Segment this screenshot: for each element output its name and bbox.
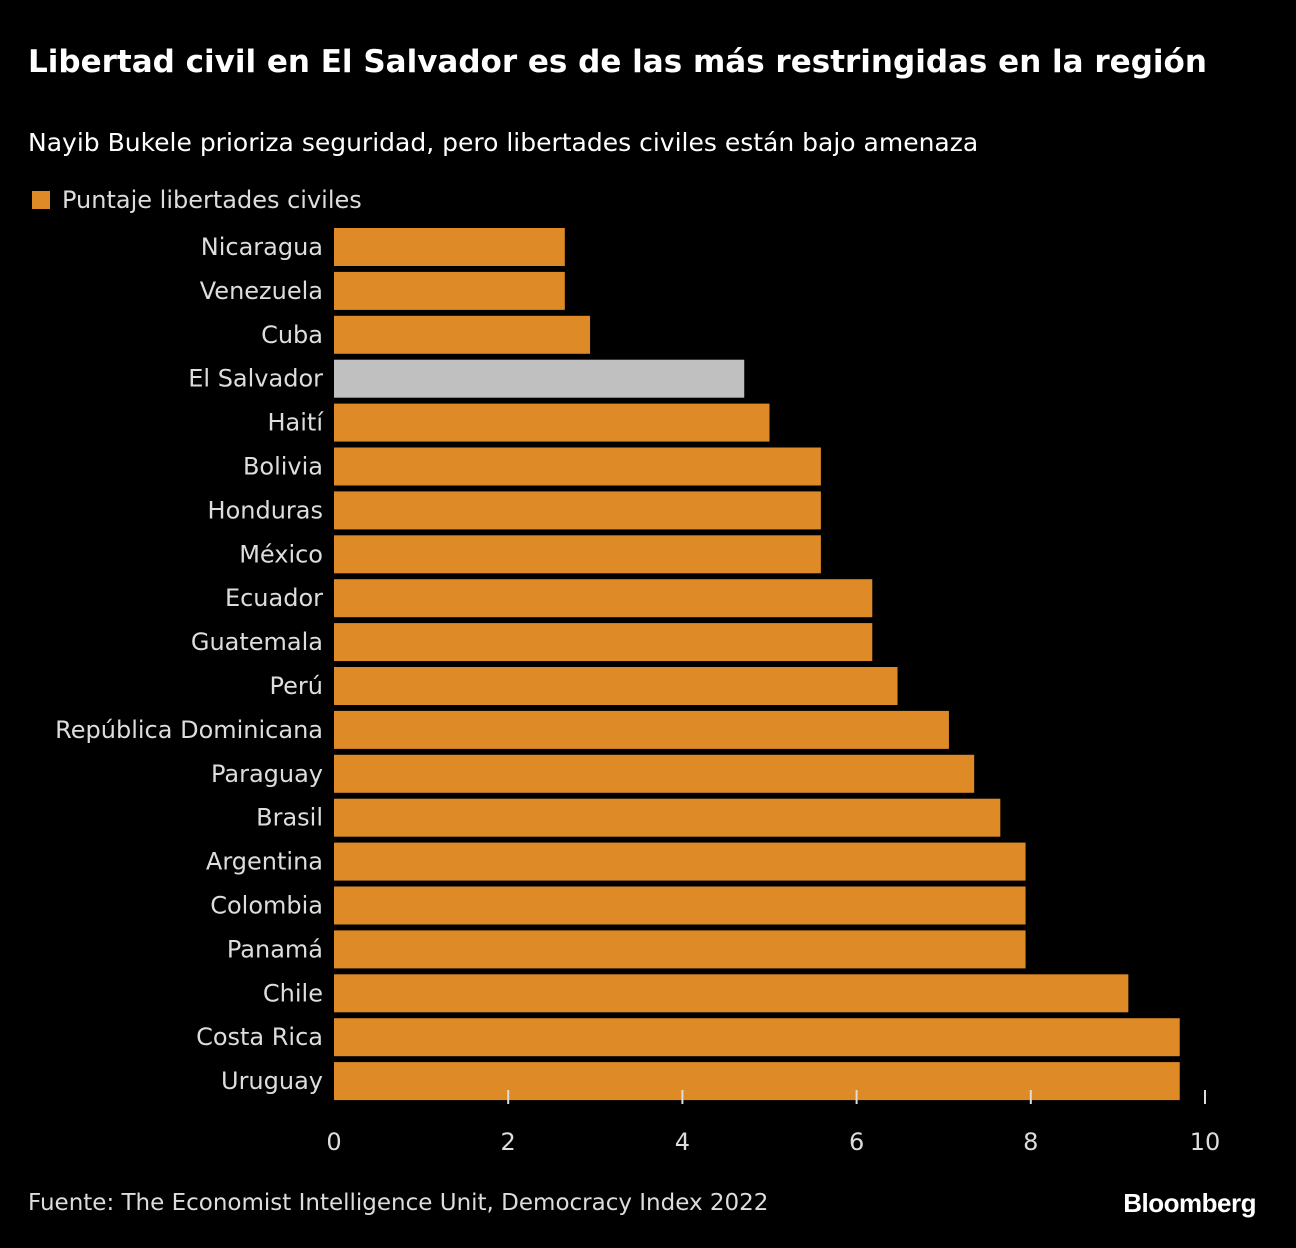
x-tick-label: 10 xyxy=(1190,1128,1221,1156)
bar xyxy=(334,579,873,618)
source-note: Fuente: The Economist Intelligence Unit,… xyxy=(28,1190,769,1216)
bar xyxy=(334,228,565,266)
bar xyxy=(334,754,975,793)
bar xyxy=(334,359,745,398)
bar xyxy=(334,930,1026,969)
bar xyxy=(334,886,1026,925)
x-tick-label: 4 xyxy=(675,1128,690,1156)
category-label: Paraguay xyxy=(211,760,323,788)
chart-subtitle: Nayib Bukele prioriza seguridad, pero li… xyxy=(28,128,979,157)
x-tick-label: 8 xyxy=(1023,1128,1038,1156)
x-tick-label: 0 xyxy=(326,1128,341,1156)
category-label: Perú xyxy=(270,672,323,700)
category-label: Guatemala xyxy=(191,628,323,656)
bar xyxy=(334,974,1129,1013)
legend-label: Puntaje libertades civiles xyxy=(62,186,362,214)
category-label: Costa Rica xyxy=(196,1023,323,1051)
category-label: Venezuela xyxy=(200,277,323,305)
bar xyxy=(334,667,898,705)
bar xyxy=(334,491,821,530)
category-label: Cuba xyxy=(261,321,323,349)
bar xyxy=(334,1062,1180,1101)
x-tick-label: 6 xyxy=(849,1128,864,1156)
legend: Puntaje libertades civiles xyxy=(32,186,362,214)
category-label: Haití xyxy=(268,409,325,437)
category-label: México xyxy=(239,540,323,568)
category-label: Honduras xyxy=(208,496,323,524)
bloomberg-logo: Bloomberg xyxy=(1123,1188,1256,1218)
category-label: Panamá xyxy=(227,935,323,963)
bar xyxy=(334,447,821,486)
category-label: Ecuador xyxy=(225,584,323,612)
category-label: Colombia xyxy=(210,892,323,920)
category-label: El Salvador xyxy=(188,365,323,393)
category-label: República Dominicana xyxy=(55,716,323,744)
category-label: Chile xyxy=(263,979,323,1007)
bar xyxy=(334,798,1001,837)
category-label: Bolivia xyxy=(243,453,323,481)
bar xyxy=(334,623,873,662)
bar xyxy=(334,403,770,442)
category-label: Brasil xyxy=(256,804,323,832)
category-label: Argentina xyxy=(206,848,323,876)
category-label: Nicaragua xyxy=(201,233,323,261)
chart-title: Libertad civil en El Salvador es de las … xyxy=(28,44,1207,80)
bar xyxy=(334,710,949,749)
bar xyxy=(334,535,821,574)
legend-swatch xyxy=(32,191,50,209)
bar xyxy=(334,315,591,354)
category-label: Uruguay xyxy=(221,1067,323,1095)
x-tick-label: 2 xyxy=(501,1128,516,1156)
bar xyxy=(334,1018,1180,1057)
bar xyxy=(334,271,565,310)
bar xyxy=(334,842,1026,881)
